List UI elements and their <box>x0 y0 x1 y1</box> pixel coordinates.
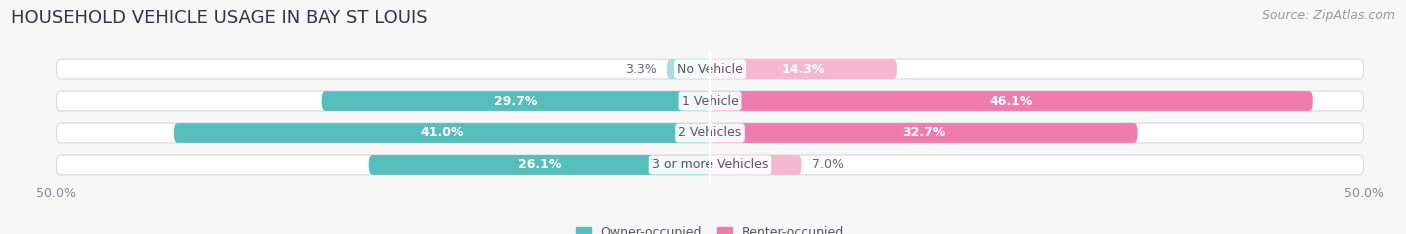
Text: 14.3%: 14.3% <box>782 62 825 76</box>
FancyBboxPatch shape <box>174 123 710 143</box>
Text: 3 or more Vehicles: 3 or more Vehicles <box>652 158 768 172</box>
Text: Source: ZipAtlas.com: Source: ZipAtlas.com <box>1261 9 1395 22</box>
Text: 3.3%: 3.3% <box>624 62 657 76</box>
FancyBboxPatch shape <box>56 155 1364 175</box>
FancyBboxPatch shape <box>368 155 710 175</box>
Text: HOUSEHOLD VEHICLE USAGE IN BAY ST LOUIS: HOUSEHOLD VEHICLE USAGE IN BAY ST LOUIS <box>11 9 427 27</box>
FancyBboxPatch shape <box>56 59 1364 79</box>
Legend: Owner-occupied, Renter-occupied: Owner-occupied, Renter-occupied <box>571 221 849 234</box>
FancyBboxPatch shape <box>710 91 1313 111</box>
Text: 41.0%: 41.0% <box>420 127 464 139</box>
Text: 46.1%: 46.1% <box>990 95 1033 107</box>
FancyBboxPatch shape <box>710 59 897 79</box>
Text: 2 Vehicles: 2 Vehicles <box>679 127 741 139</box>
Text: No Vehicle: No Vehicle <box>678 62 742 76</box>
FancyBboxPatch shape <box>666 59 710 79</box>
FancyBboxPatch shape <box>710 123 1137 143</box>
Text: 7.0%: 7.0% <box>813 158 844 172</box>
FancyBboxPatch shape <box>56 123 1364 143</box>
Text: 1 Vehicle: 1 Vehicle <box>682 95 738 107</box>
Text: 26.1%: 26.1% <box>517 158 561 172</box>
Text: 32.7%: 32.7% <box>903 127 945 139</box>
Text: 29.7%: 29.7% <box>494 95 537 107</box>
FancyBboxPatch shape <box>710 155 801 175</box>
FancyBboxPatch shape <box>56 91 1364 111</box>
FancyBboxPatch shape <box>322 91 710 111</box>
